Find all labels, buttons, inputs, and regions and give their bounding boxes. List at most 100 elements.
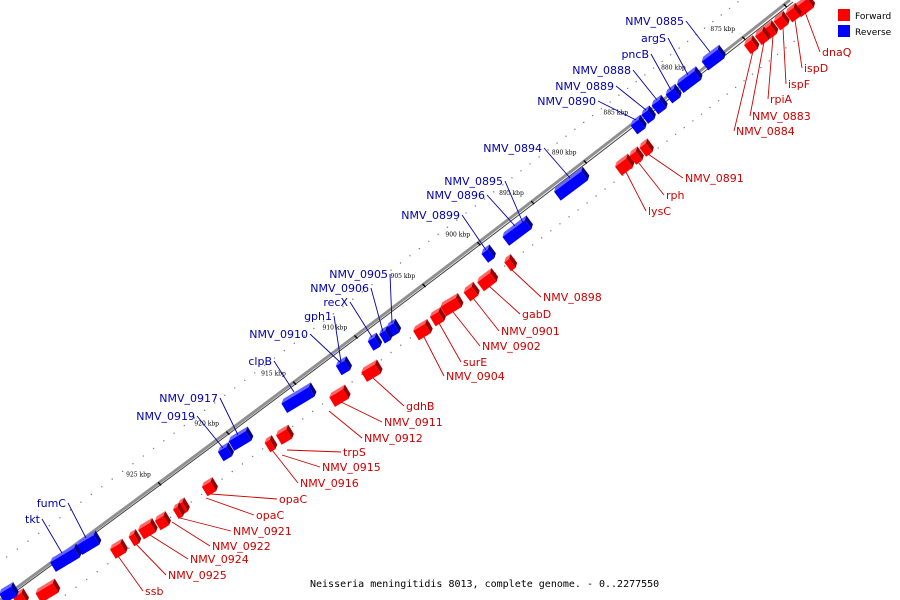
forward-gene[interactable] xyxy=(784,2,804,23)
forward-gene-label[interactable]: NMV_0924 xyxy=(190,553,249,566)
forward-gene[interactable] xyxy=(753,26,772,46)
forward-gene[interactable] xyxy=(127,529,143,547)
forward-gene-label[interactable]: NMV_0884 xyxy=(736,125,795,138)
reverse-gene-label[interactable]: NMV_0905 xyxy=(329,268,388,281)
reverse-gene-label-leader xyxy=(685,20,711,53)
reverse-gene-label[interactable]: NMV_0917 xyxy=(159,392,218,405)
forward-gene[interactable] xyxy=(153,511,172,531)
reverse-gene-top xyxy=(386,318,396,328)
forward-gene[interactable] xyxy=(328,384,352,407)
reverse-gene[interactable] xyxy=(227,426,255,451)
forward-gene-label[interactable]: NMV_0891 xyxy=(685,172,744,185)
forward-gene-label[interactable]: trpS xyxy=(343,446,366,459)
forward-gene[interactable] xyxy=(439,293,465,317)
reverse-gene[interactable] xyxy=(280,382,318,413)
forward-gene[interactable] xyxy=(742,35,761,55)
reverse-gene-label[interactable]: NMV_0896 xyxy=(426,189,485,202)
forward-gene[interactable] xyxy=(761,20,780,40)
reverse-gene-label[interactable]: tkt xyxy=(25,513,41,526)
forward-gene-label[interactable]: gdhB xyxy=(406,400,434,413)
forward-gene-label[interactable]: NMV_0904 xyxy=(446,370,505,383)
forward-gene[interactable] xyxy=(171,502,186,520)
forward-gene-label[interactable]: NMV_0901 xyxy=(501,325,560,338)
reverse-gene[interactable] xyxy=(378,325,395,344)
reverse-gene[interactable] xyxy=(640,105,658,124)
reverse-gene[interactable] xyxy=(216,442,235,462)
forward-gene-label[interactable]: NMV_0921 xyxy=(233,525,292,538)
reverse-gene-label[interactable]: NMV_0895 xyxy=(444,175,503,188)
forward-gene-label[interactable]: NMV_0916 xyxy=(300,477,359,490)
forward-gene[interactable] xyxy=(428,307,447,327)
forward-gene[interactable] xyxy=(108,538,129,559)
forward-gene[interactable] xyxy=(476,268,500,292)
forward-gene-label[interactable]: opaC xyxy=(256,509,284,522)
forward-gene-label[interactable]: ispF xyxy=(788,78,810,91)
forward-gene-label[interactable]: ispD xyxy=(804,62,828,75)
forward-gene-label[interactable]: NMV_0922 xyxy=(212,540,271,553)
reverse-gene-label[interactable]: recX xyxy=(323,296,348,309)
forward-gene-label[interactable]: NMV_0911 xyxy=(384,416,443,429)
reverse-gene-label[interactable]: NMV_0906 xyxy=(310,282,369,295)
reverse-gene-label[interactable]: NMV_0885 xyxy=(625,15,684,28)
reverse-gene[interactable] xyxy=(650,94,670,115)
forward-gene[interactable] xyxy=(263,435,279,453)
reverse-gene[interactable] xyxy=(75,530,103,555)
forward-gene-label[interactable]: NMV_0925 xyxy=(168,569,227,582)
minor-tick-inner xyxy=(683,126,685,129)
minor-tick-outer xyxy=(380,276,383,279)
forward-gene[interactable] xyxy=(462,281,482,302)
forward-gene-label-leader xyxy=(117,555,144,592)
reverse-gene-label[interactable]: NMV_0889 xyxy=(555,80,614,93)
reverse-gene[interactable] xyxy=(552,166,591,201)
forward-gene-label[interactable]: NMV_0915 xyxy=(322,461,381,474)
reverse-gene-label-leader xyxy=(504,180,524,224)
reverse-gene-label[interactable]: NMV_0919 xyxy=(136,410,195,423)
forward-gene[interactable] xyxy=(638,138,656,157)
forward-gene[interactable] xyxy=(34,578,62,600)
reverse-gene-label[interactable]: NMV_0899 xyxy=(401,209,460,222)
forward-gene-label[interactable]: NMV_0898 xyxy=(543,291,602,304)
reverse-gene-label[interactable]: gph1 xyxy=(304,310,332,323)
reverse-gene[interactable] xyxy=(480,244,498,263)
forward-gene[interactable] xyxy=(772,10,792,31)
forward-gene[interactable] xyxy=(503,254,519,272)
minor-tick-outer xyxy=(101,486,103,488)
forward-gene[interactable] xyxy=(137,518,160,540)
reverse-gene-side xyxy=(487,244,496,259)
forward-gene-label[interactable]: dnaQ xyxy=(822,46,852,59)
forward-gene-label[interactable]: surE xyxy=(463,356,487,369)
forward-gene[interactable] xyxy=(628,146,646,165)
reverse-gene[interactable] xyxy=(366,332,383,351)
reverse-gene[interactable] xyxy=(49,543,84,572)
reverse-gene-label[interactable]: argS xyxy=(641,32,666,45)
forward-gene-label[interactable]: ssb xyxy=(145,585,163,598)
reverse-gene-label[interactable]: fumC xyxy=(37,497,67,510)
forward-gene[interactable] xyxy=(613,153,636,176)
forward-gene[interactable] xyxy=(200,477,219,497)
forward-gene-label[interactable]: rph xyxy=(666,189,685,202)
reverse-gene[interactable] xyxy=(0,582,20,600)
reverse-gene[interactable] xyxy=(675,66,704,93)
reverse-gene-label[interactable]: clpB xyxy=(248,355,272,368)
forward-gene[interactable] xyxy=(274,424,295,445)
forward-gene[interactable] xyxy=(412,319,435,341)
reverse-gene-label[interactable]: NMV_0910 xyxy=(249,328,308,341)
minor-tick-outer xyxy=(409,255,411,257)
reverse-gene-label[interactable]: NMV_0888 xyxy=(572,64,631,77)
forward-gene-label[interactable]: NMV_0912 xyxy=(364,432,423,445)
forward-gene-label[interactable]: lysC xyxy=(648,205,671,218)
forward-gene[interactable] xyxy=(360,359,384,382)
reverse-gene[interactable] xyxy=(700,44,728,71)
reverse-gene-label[interactable]: pncB xyxy=(621,48,649,61)
forward-gene-label[interactable]: opaC xyxy=(279,493,307,506)
reverse-gene-label[interactable]: NMV_0890 xyxy=(537,95,596,108)
reverse-gene-face xyxy=(0,586,17,600)
reverse-gene[interactable] xyxy=(501,215,535,246)
forward-gene-label[interactable]: rpiA xyxy=(770,93,793,106)
reverse-gene-label[interactable]: NMV_0894 xyxy=(483,142,542,155)
forward-gene-label[interactable]: gabD xyxy=(522,308,551,321)
forward-gene-label[interactable]: NMV_0883 xyxy=(752,110,811,123)
forward-gene-label[interactable]: NMV_0902 xyxy=(482,340,541,353)
reverse-gene[interactable] xyxy=(385,318,402,337)
